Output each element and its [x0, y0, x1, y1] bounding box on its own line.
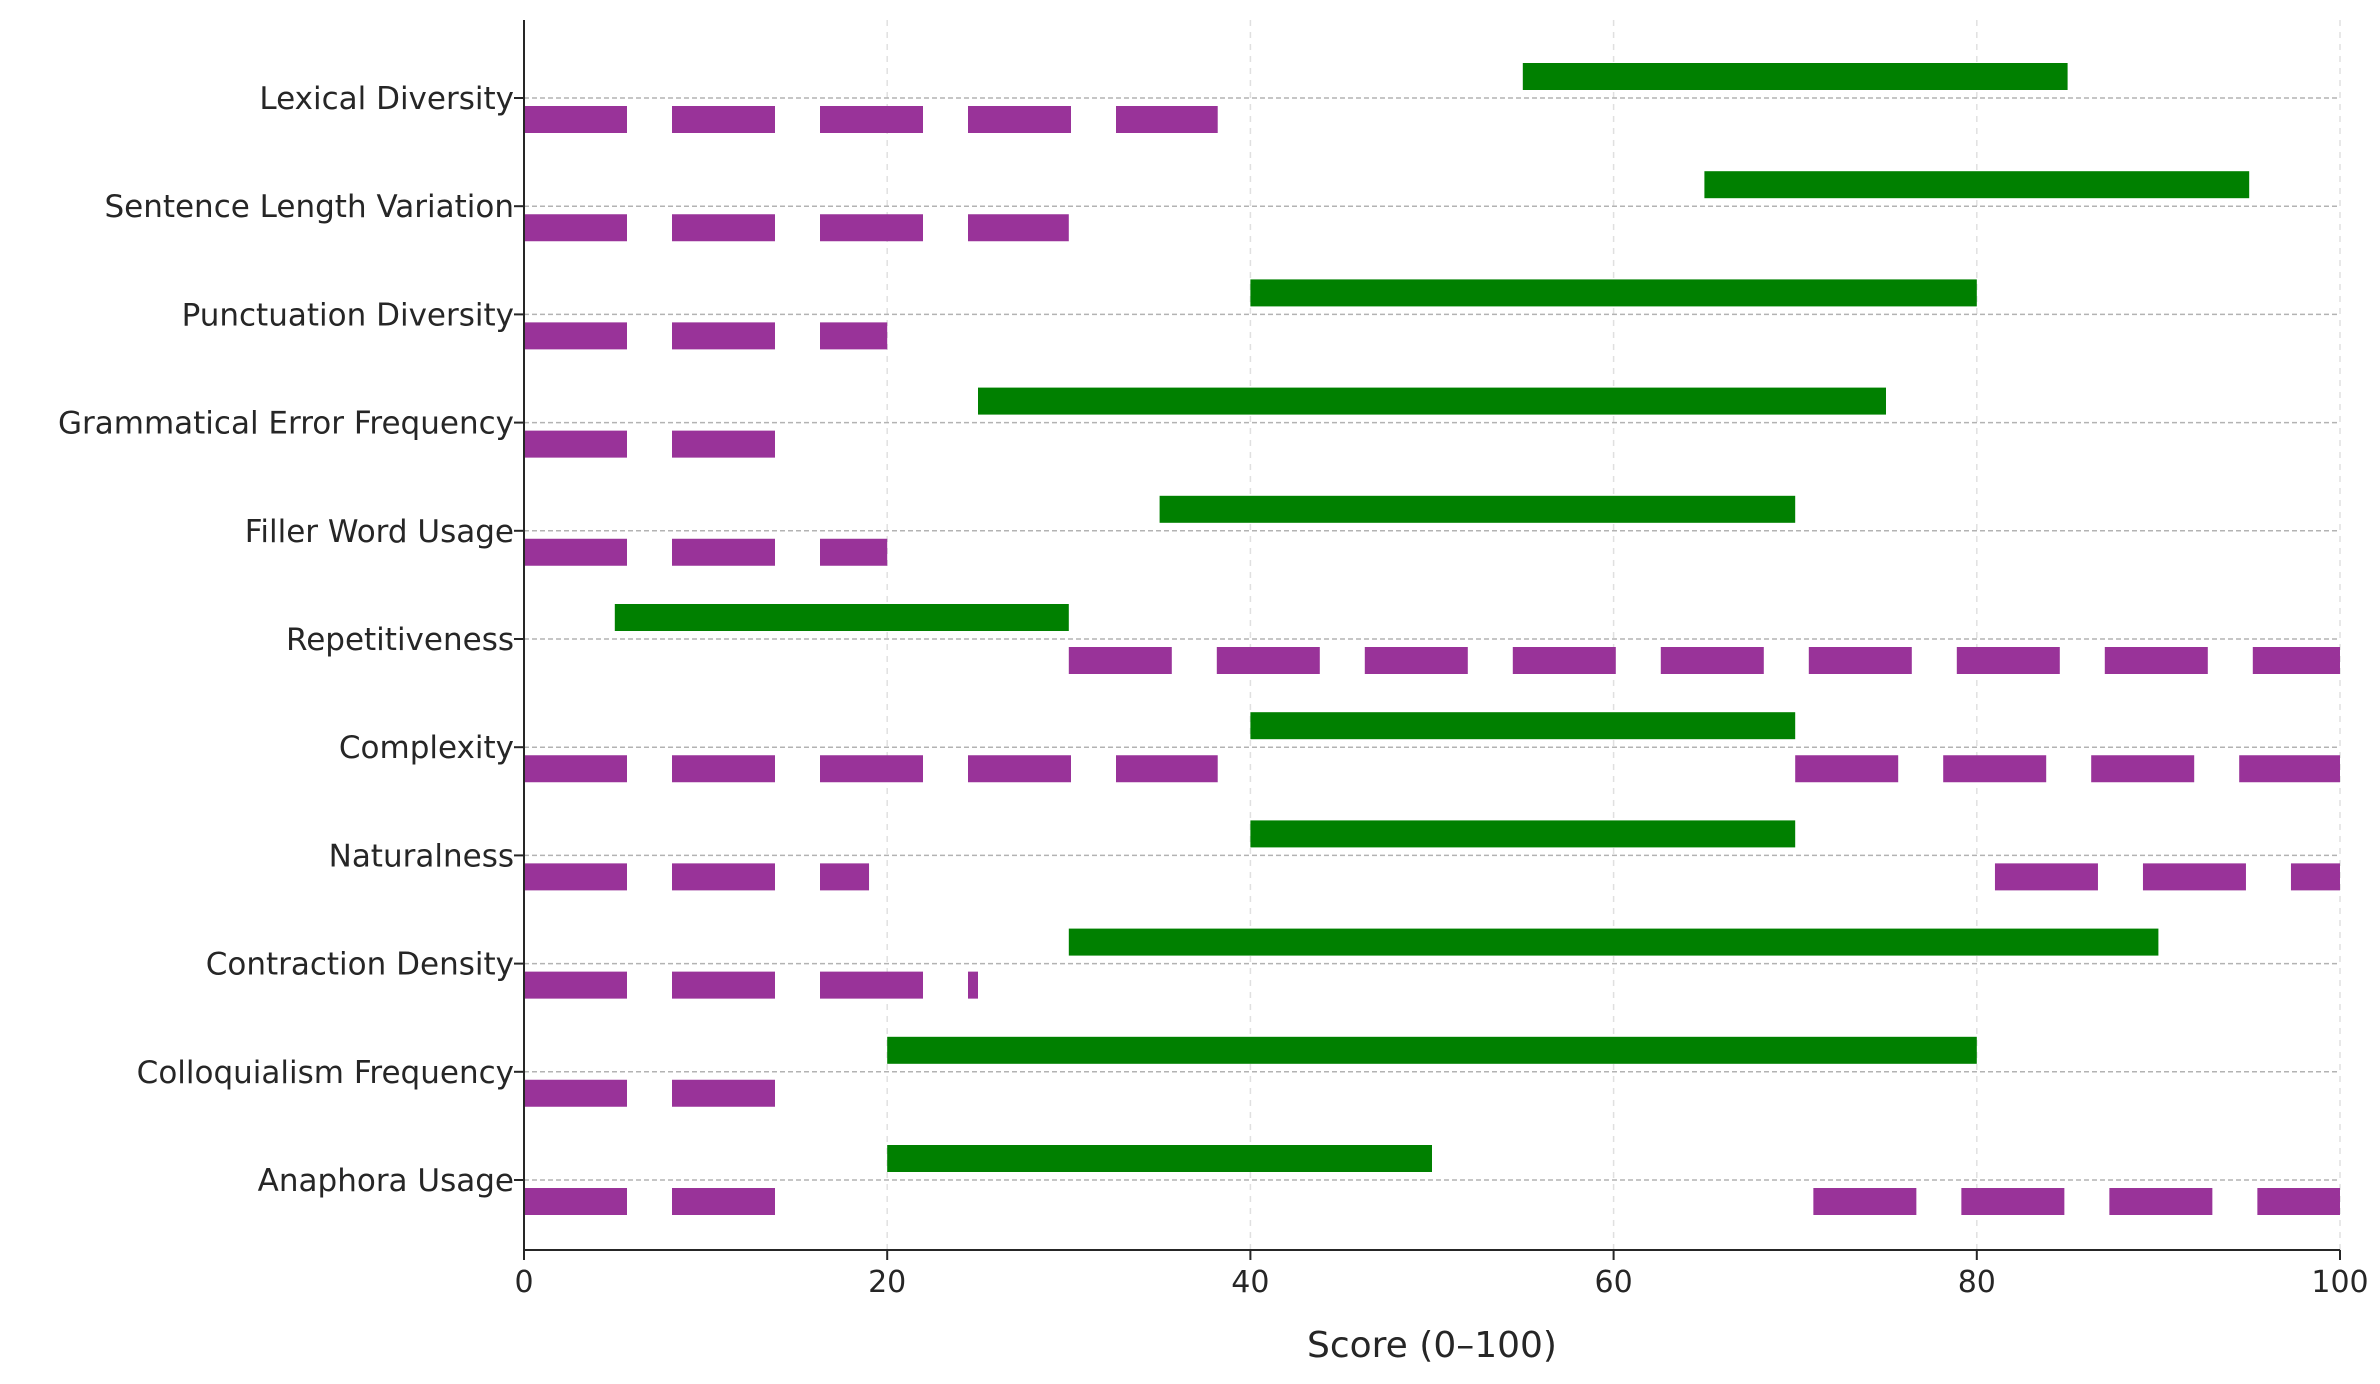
range-bar — [1250, 712, 1796, 740]
range-bar — [887, 1036, 1977, 1064]
x-axis-label: Score (0–100) — [1307, 1325, 1557, 1366]
range-bar — [1250, 820, 1796, 848]
category-label: Colloquialism Frequency — [137, 1055, 514, 1091]
range-bars — [614, 63, 2250, 1172]
y-tick-labels: Lexical Diversity Sentence Length Variati… — [58, 81, 524, 1199]
x-tick-label: 100 — [2311, 1265, 2368, 1300]
x-tick-labels: 0 20 40 60 80 100 — [514, 1250, 2369, 1300]
range-bar — [1068, 928, 2159, 956]
category-label: Repetitiveness — [286, 622, 514, 658]
category-label: Filler Word Usage — [245, 514, 514, 550]
x-tick-label: 20 — [868, 1265, 906, 1300]
range-bar — [1250, 279, 1977, 307]
category-label: Complexity — [339, 730, 514, 766]
range-bar — [1159, 495, 1796, 523]
category-label: Grammatical Error Frequency — [58, 406, 514, 442]
category-label: Punctuation Diversity — [182, 297, 514, 333]
x-gridlines — [523, 20, 2341, 1250]
axes — [523, 20, 2340, 1251]
range-bar — [1704, 171, 2250, 199]
range-bar — [614, 604, 1069, 631]
x-tick-label: 40 — [1231, 1265, 1269, 1300]
dashed-segments — [524, 106, 2340, 1215]
category-label: Naturalness — [329, 838, 514, 874]
x-tick-label: 60 — [1595, 1265, 1633, 1300]
x-tick-label: 80 — [1958, 1265, 1996, 1300]
range-bar — [887, 1145, 1432, 1172]
category-label: Sentence Length Variation — [104, 189, 514, 225]
x-tick-label: 0 — [514, 1265, 533, 1300]
y-gridlines — [524, 97, 2340, 1181]
category-label: Contraction Density — [206, 947, 514, 983]
category-label: Anaphora Usage — [258, 1163, 514, 1199]
range-bar — [978, 387, 1886, 415]
range-bar — [1522, 63, 2068, 90]
category-label: Lexical Diversity — [259, 81, 514, 117]
